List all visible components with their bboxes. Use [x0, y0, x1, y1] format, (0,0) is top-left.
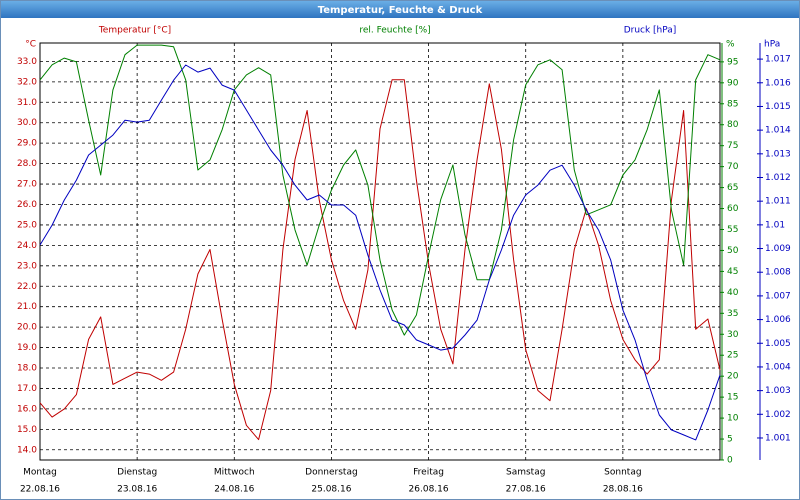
y2-tick-label: 40	[727, 288, 739, 298]
y3-tick-label: 1.012	[765, 173, 791, 183]
y-tick-label: 22.0	[17, 282, 37, 292]
y-tick-label: 20.0	[17, 323, 37, 333]
x-tick-sublabel: 27.08.16	[506, 485, 546, 495]
series-header: Temperatur [°C]	[98, 26, 171, 36]
x-tick-label: Dienstag	[117, 468, 157, 478]
plot-area	[39, 42, 721, 461]
series-line	[39, 64, 721, 441]
y2-tick-label: 85	[727, 99, 738, 109]
series-header: rel. Feuchte [%]	[359, 26, 430, 36]
y3-tick-label: 1.016	[765, 78, 791, 88]
y-tick-label: 24.0	[17, 241, 37, 251]
x-tick-sublabel: 24.08.16	[214, 485, 254, 495]
y-tick-label: 25.0	[17, 220, 37, 230]
y2-tick-label: 80	[727, 120, 739, 130]
y-tick-label: 27.0	[17, 180, 37, 190]
y-axis-unit: °C	[25, 40, 36, 50]
y-tick-label: 17.0	[17, 384, 37, 394]
y-tick-label: 33.0	[17, 57, 37, 67]
y2-tick-label: 15	[727, 393, 738, 403]
y3-tick-label: 1.017	[765, 55, 791, 65]
x-tick-sublabel: 26.08.16	[409, 485, 449, 495]
y2-tick-label: 90	[727, 78, 739, 88]
y2-tick-label: 65	[727, 183, 738, 193]
y3-tick-label: 1.004	[765, 362, 791, 372]
y2-tick-label: 75	[727, 141, 738, 151]
y3-tick-label: 1.001	[765, 433, 791, 443]
y3-tick-label: 1.008	[765, 268, 791, 278]
x-tick-label: Montag	[23, 468, 57, 478]
y2-tick-label: 10	[727, 414, 739, 424]
y2-tick-label: 0	[727, 456, 733, 466]
x-tick-label: Donnerstag	[305, 468, 358, 478]
y-tick-label: 15.0	[17, 425, 37, 435]
y-tick-label: 28.0	[17, 159, 37, 169]
y3-tick-label: 1.011	[765, 197, 791, 207]
y-tick-label: 29.0	[17, 139, 37, 149]
series-line	[39, 44, 721, 336]
y3-tick-label: 1.009	[765, 244, 791, 254]
y-tick-label: 30.0	[17, 118, 37, 128]
y-tick-label: 23.0	[17, 261, 37, 271]
y3-axis-unit: hPa	[764, 40, 780, 50]
y-tick-label: 21.0	[17, 302, 37, 312]
y3-tick-label: 1.013	[765, 149, 791, 159]
x-tick-sublabel: 25.08.16	[311, 485, 351, 495]
y3-tick-label: 1.015	[765, 102, 791, 112]
y-tick-label: 14.0	[17, 445, 37, 455]
y2-tick-label: 20	[727, 372, 739, 382]
series-line	[39, 79, 721, 441]
x-tick-label: Samstag	[506, 468, 545, 478]
series-header: Druck [hPa]	[624, 26, 677, 36]
y-tick-label: 19.0	[17, 343, 37, 353]
y2-tick-label: 95	[727, 57, 738, 67]
chart-title: Temperatur, Feuchte & Druck	[318, 5, 483, 16]
y2-tick-label: 35	[727, 309, 738, 319]
y-tick-label: 26.0	[17, 200, 37, 210]
y2-tick-label: 50	[727, 246, 739, 256]
y2-tick-label: 5	[727, 435, 733, 445]
y2-tick-label: 70	[727, 162, 739, 172]
x-tick-sublabel: 22.08.16	[20, 485, 60, 495]
x-tick-label: Mittwoch	[214, 468, 255, 478]
y-tick-label: 32.0	[17, 77, 37, 87]
x-tick-label: Freitag	[413, 468, 444, 478]
x-tick-label: Sonntag	[604, 468, 641, 478]
y2-tick-label: 45	[727, 267, 738, 277]
y2-tick-label: 30	[727, 330, 739, 340]
y2-tick-label: 55	[727, 225, 738, 235]
y3-tick-label: 1.003	[765, 386, 791, 396]
title-bar	[1, 1, 799, 18]
x-tick-sublabel: 23.08.16	[117, 485, 157, 495]
y3-tick-label: 1.005	[765, 339, 791, 349]
y2-axis-unit: %	[726, 40, 735, 50]
y2-tick-label: 25	[727, 351, 738, 361]
x-tick-sublabel: 28.08.16	[603, 485, 643, 495]
y3-tick-label: 1.014	[765, 126, 791, 136]
y3-tick-label: 1.002	[765, 410, 791, 420]
y3-tick-label: 1.007	[765, 291, 791, 301]
y3-tick-label: 1.01	[765, 220, 785, 230]
y-tick-label: 31.0	[17, 98, 37, 108]
y-tick-label: 18.0	[17, 364, 37, 374]
y3-tick-label: 1.006	[765, 315, 791, 325]
y2-tick-label: 60	[727, 204, 739, 214]
y-tick-label: 16.0	[17, 404, 37, 414]
